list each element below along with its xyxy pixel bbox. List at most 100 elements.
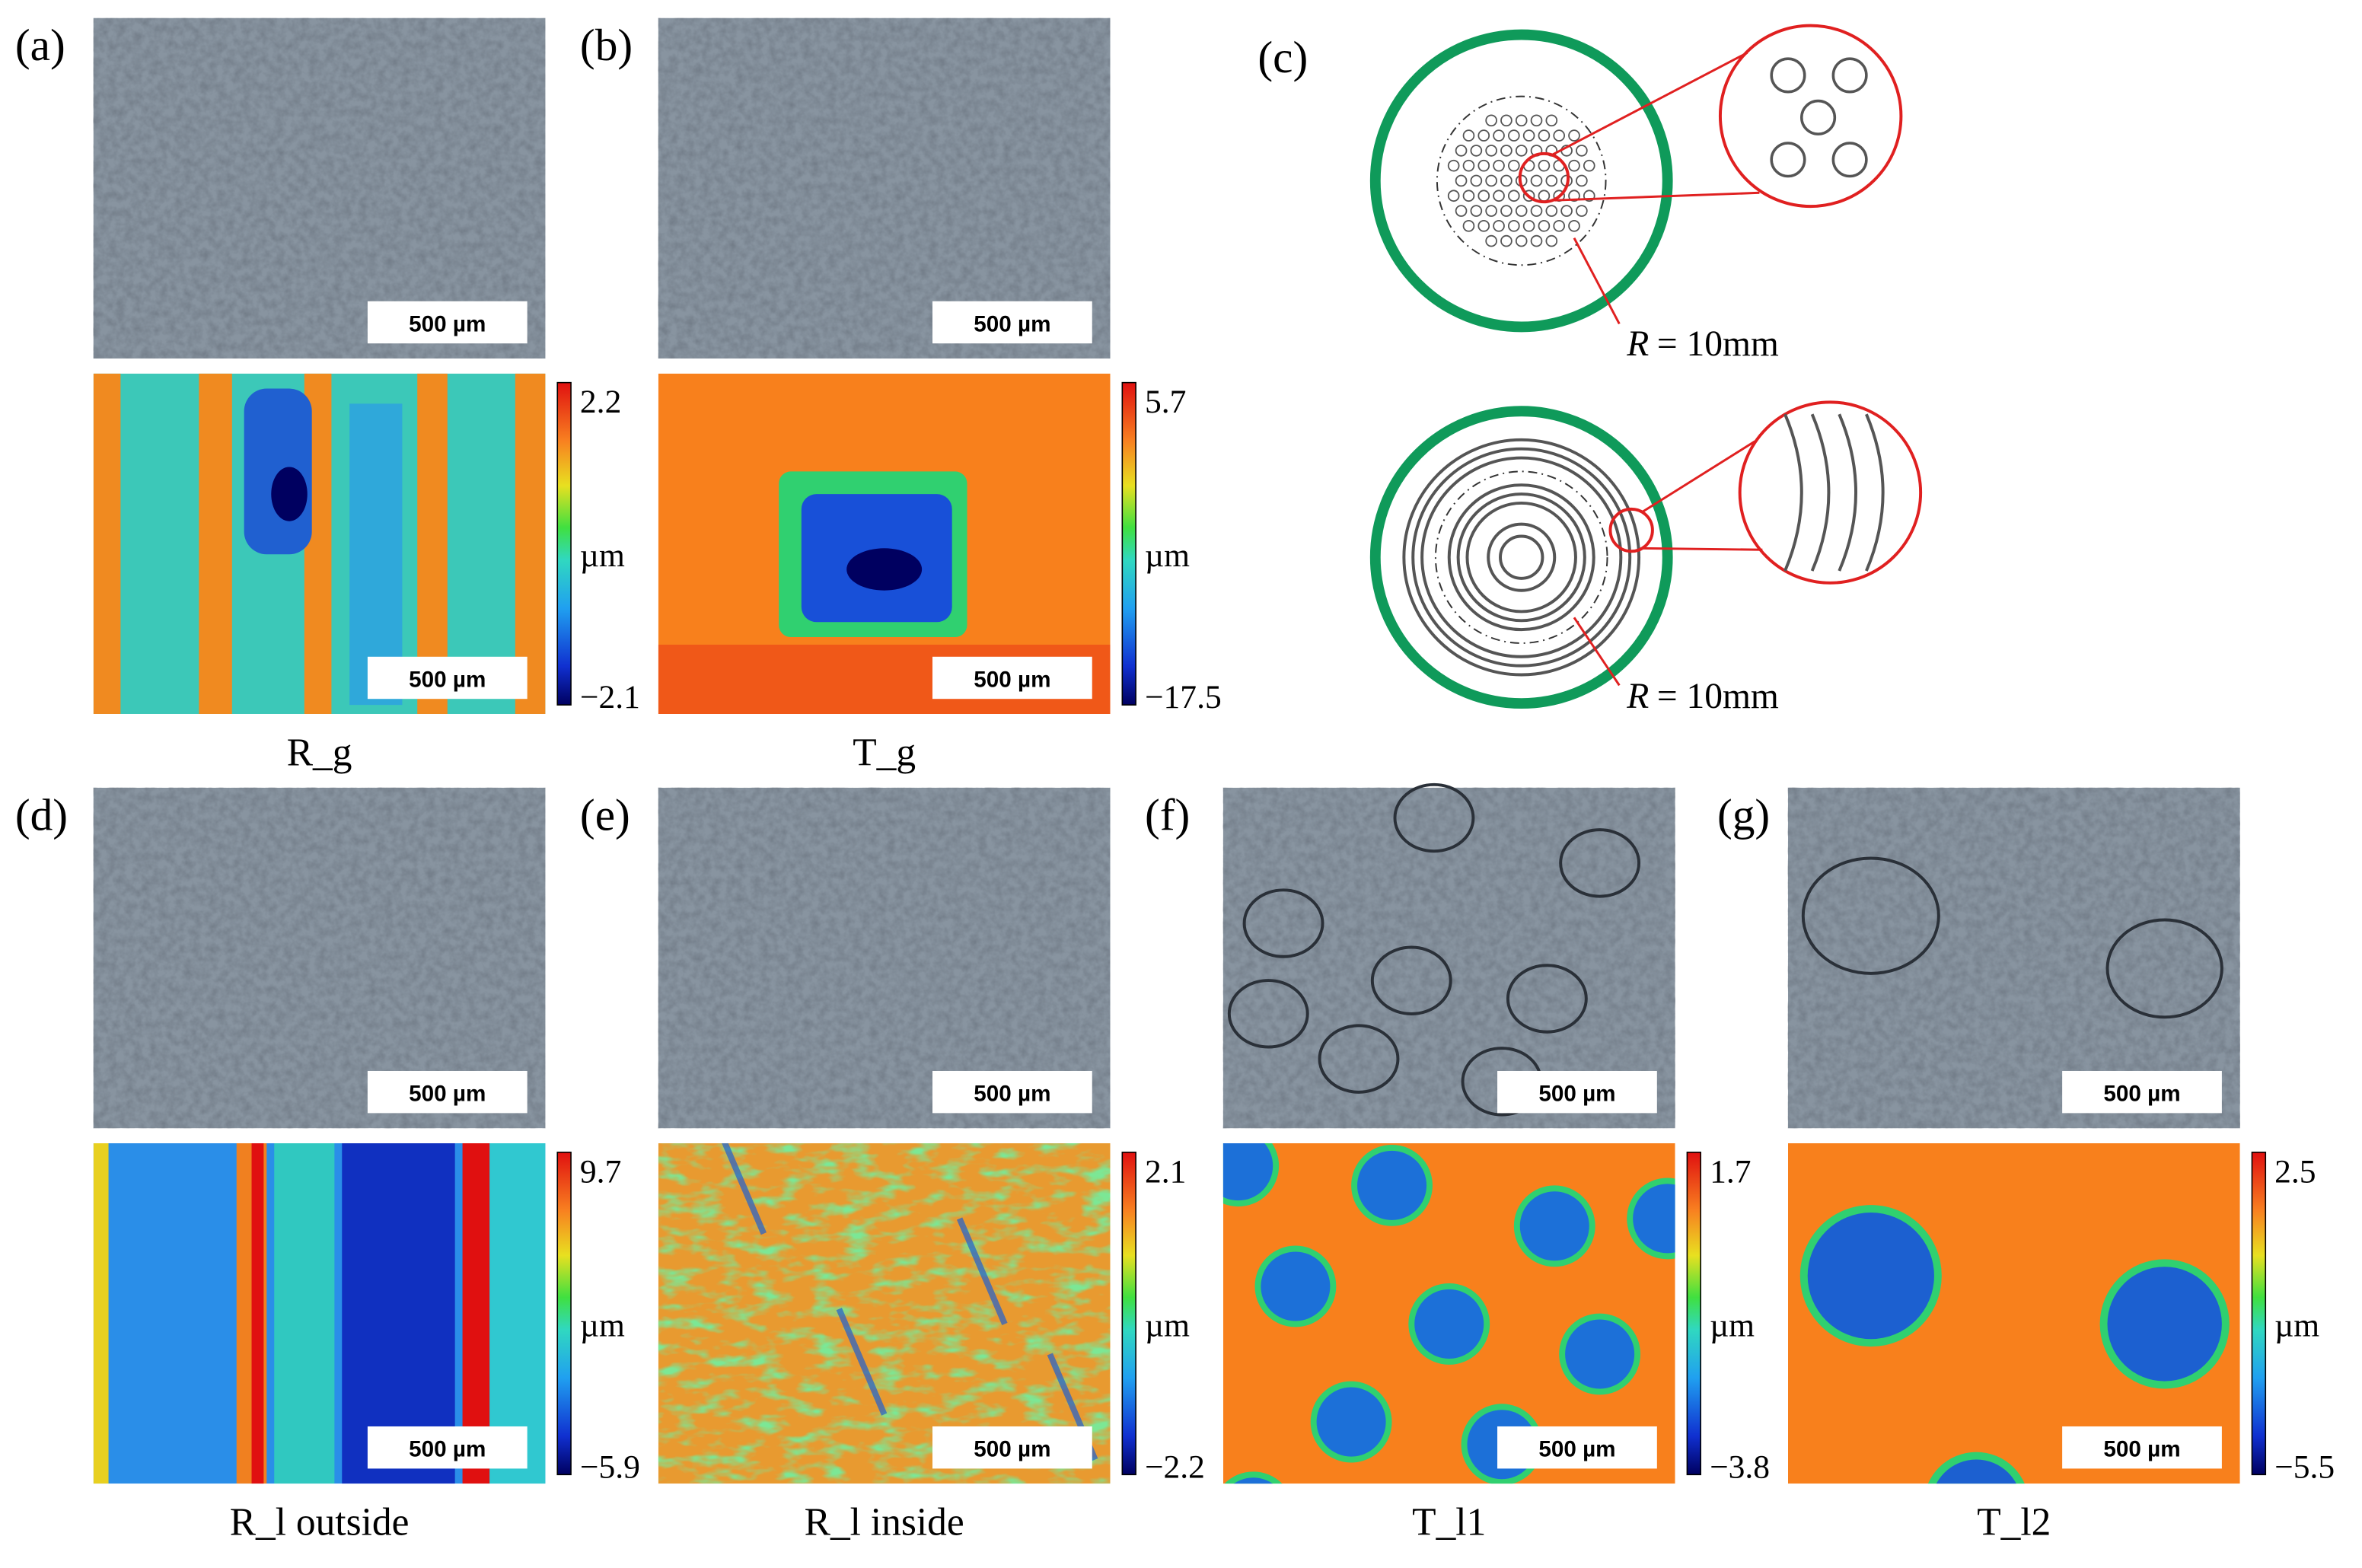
colorbar-min: −5.5: [2274, 1448, 2335, 1485]
radius-text: = 10mm: [1657, 324, 1779, 364]
dimple: [1462, 159, 1475, 172]
colorbar: [556, 381, 572, 706]
heat-pit: [846, 548, 923, 591]
groove: [1456, 492, 1586, 623]
heat-patch: [349, 403, 403, 706]
heatmap: [1222, 1143, 1675, 1484]
heat-streak: [956, 1217, 1008, 1325]
caption: R_l inside: [805, 1500, 964, 1544]
scale-bar-box: [367, 656, 528, 700]
radius-symbol: R: [1626, 677, 1649, 716]
heat-stripe: [199, 373, 232, 714]
dimple: [1576, 145, 1588, 157]
scale-bar-label: 500 µm: [974, 311, 1050, 336]
dimple: [1493, 190, 1505, 202]
groove-zoom: [1783, 413, 1803, 572]
dimple: [1538, 159, 1551, 172]
dimple: [1545, 234, 1558, 247]
zoom-line: [1641, 440, 1756, 514]
heat-pit: [1414, 1289, 1484, 1359]
heat-streak: [836, 1308, 888, 1416]
micrograph-pit: [1227, 979, 1309, 1049]
outer-ring: [1369, 406, 1673, 709]
scale-bar-label: 500 µm: [409, 1082, 486, 1107]
colorbar-min: −17.5: [1145, 679, 1222, 715]
colorbar-min: −2.2: [1145, 1448, 1205, 1485]
leader: [1573, 617, 1621, 687]
dimple: [1493, 159, 1505, 172]
colorbar: [1121, 381, 1136, 706]
scale-bar-box: [2062, 1070, 2222, 1114]
heat-pit: [1357, 1150, 1427, 1220]
panel-label: (g): [1717, 789, 1770, 840]
scale-bar-label: 500 µm: [974, 667, 1050, 692]
dimple: [1485, 174, 1497, 187]
dimple: [1477, 220, 1490, 232]
heat-pit: [1807, 1212, 1934, 1340]
dimple: [1485, 205, 1497, 217]
dimple: [1462, 220, 1475, 232]
zoom-view: [1718, 24, 1903, 209]
pattern-boundary: [1436, 95, 1607, 266]
heat-pit: [1233, 1477, 1273, 1484]
scale-bar-box: [1497, 1070, 1657, 1114]
dimple: [1485, 234, 1497, 247]
heat-pit: [1222, 1143, 1273, 1201]
dimple: [1545, 114, 1558, 127]
scale-bar-label: 500 µm: [2103, 1437, 2180, 1462]
panel-label: (f): [1145, 789, 1190, 840]
dimple: [1545, 174, 1558, 187]
colorbar: [1686, 1152, 1702, 1476]
radius-symbol: R: [1626, 324, 1649, 364]
scale-bar-box: [932, 656, 1092, 700]
caption: R_l outside: [230, 1500, 410, 1544]
dimple: [1553, 220, 1566, 232]
heat-rim: [1224, 1471, 1283, 1484]
colorbar-max: 1.7: [1710, 1153, 1751, 1190]
heat-stripe: [93, 1143, 109, 1484]
radius-text: = 10mm: [1657, 677, 1779, 716]
dimple: [1545, 205, 1558, 217]
scale-bar-label: 500 µm: [1538, 1437, 1615, 1462]
dimple: [1568, 190, 1580, 202]
dimple: [1508, 159, 1520, 172]
scale-bar-label: 500 µm: [409, 311, 486, 336]
scale-bar-label: 500 µm: [974, 1082, 1050, 1107]
scale-bar-label: 500 µm: [974, 1437, 1050, 1462]
leader: [1573, 237, 1621, 325]
micrograph-pit: [1559, 828, 1641, 898]
micrograph-pit: [1801, 856, 1940, 975]
dimple: [1477, 159, 1490, 172]
dimple: [1500, 234, 1513, 247]
dimple: [1530, 234, 1543, 247]
dimple: [1538, 190, 1551, 202]
heatmap: [1787, 1143, 2240, 1484]
dimple: [1583, 159, 1595, 172]
micrograph-pit: [1370, 945, 1452, 1015]
zoom-line: [1551, 51, 1748, 157]
dimple: [1530, 205, 1543, 217]
dimple: [1493, 129, 1505, 142]
caption: T_l1: [1412, 1500, 1486, 1544]
dimple: [1530, 114, 1543, 127]
scale-bar-box: [932, 1426, 1092, 1469]
zoom-line: [1554, 191, 1760, 202]
groove: [1487, 522, 1557, 592]
dimple-zoom: [1770, 57, 1806, 94]
dimple: [1447, 190, 1460, 202]
dimple: [1447, 159, 1460, 172]
caption: T_l2: [1977, 1500, 2051, 1544]
colorbar-max: 2.2: [580, 384, 621, 420]
heat-streak: [722, 1143, 767, 1235]
scale-bar-box: [932, 301, 1092, 344]
colorbar-min: −3.8: [1710, 1448, 1770, 1485]
scale-bar-box: [367, 301, 528, 344]
dimple: [1455, 174, 1468, 187]
colorbar-unit: µm: [2274, 1307, 2319, 1343]
panel-label: (c): [1258, 32, 1308, 82]
outer-ring: [1369, 29, 1673, 333]
heatmap: [658, 373, 1111, 714]
dimple: [1568, 159, 1580, 172]
